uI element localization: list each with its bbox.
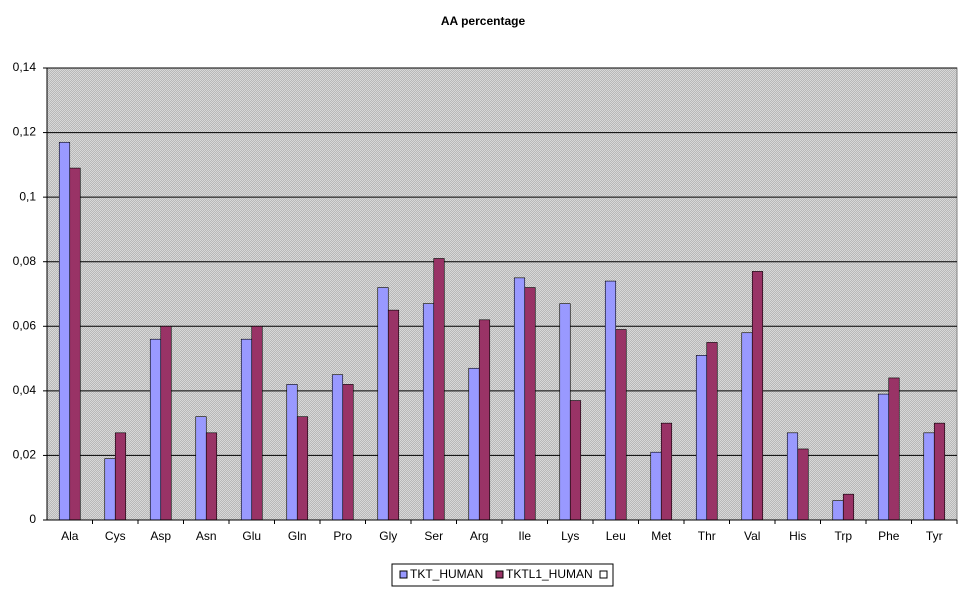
legend-label: TKT_HUMAN (410, 567, 483, 581)
bar (842, 493, 855, 521)
bar (387, 309, 400, 521)
x-tick-label: Pro (333, 529, 352, 543)
x-tick-label: Cys (105, 529, 126, 543)
x-tick-label: Val (744, 529, 760, 543)
bar (205, 432, 218, 521)
bar (58, 141, 71, 521)
bar (331, 374, 344, 521)
x-tick-label: Ala (61, 529, 79, 543)
x-tick-label: Arg (470, 529, 489, 543)
bar (695, 355, 708, 521)
legend-label: TKTL1_HUMAN (506, 567, 593, 581)
legend-empty-swatch (599, 570, 608, 579)
bar (422, 303, 435, 521)
bar (923, 432, 935, 521)
bar (286, 384, 298, 521)
bar (751, 271, 764, 521)
x-tick-label: Met (651, 529, 672, 543)
x-tick-label: Ile (518, 529, 531, 543)
bar (877, 393, 890, 521)
bar (888, 377, 900, 521)
bar (569, 400, 582, 521)
x-tick-label: Gly (379, 529, 397, 543)
x-tick-label: Asp (150, 529, 171, 543)
bar (524, 287, 536, 521)
x-tick-label: Trp (834, 529, 852, 543)
bar (114, 432, 127, 521)
x-tick-label: Thr (698, 529, 716, 543)
bar (706, 342, 718, 521)
x-tick-label: Gln (288, 529, 307, 543)
bar (786, 432, 799, 521)
x-tick-label: Lys (561, 529, 579, 543)
x-tick-label: Glu (242, 529, 261, 543)
bar (933, 422, 946, 521)
y-tick-label: 0,12 (13, 125, 37, 139)
bar (604, 280, 617, 521)
y-tick-label: 0,02 (13, 448, 37, 462)
bar (433, 258, 445, 521)
bar (741, 332, 753, 521)
bar (832, 500, 844, 521)
x-tick-label: His (789, 529, 806, 543)
x-tick-label: Asn (196, 529, 217, 543)
chart-title: AA percentage (441, 14, 526, 28)
x-tick-label: Phe (878, 529, 900, 543)
bar (797, 448, 809, 521)
y-tick-label: 0,08 (13, 254, 37, 268)
y-tick-label: 0,06 (13, 318, 37, 332)
bar (615, 329, 627, 521)
bar (513, 277, 526, 521)
bar (149, 338, 162, 521)
bar (240, 338, 253, 521)
bar (468, 367, 480, 521)
bar (104, 458, 116, 521)
x-tick-label: Ser (424, 529, 443, 543)
y-tick-label: 0 (29, 512, 36, 526)
y-tick-label: 0,1 (19, 189, 36, 203)
legend-swatch (399, 570, 408, 579)
legend-swatch (495, 570, 504, 579)
plot-area (46, 67, 958, 521)
bar (650, 451, 662, 521)
x-tick-label: Tyr (926, 529, 943, 543)
bar (342, 384, 354, 521)
y-tick-label: 0,04 (13, 383, 37, 397)
bar (160, 325, 172, 521)
bar (195, 416, 207, 521)
y-tick-label: 0,14 (13, 60, 37, 74)
bar (377, 287, 389, 521)
bar (478, 319, 491, 521)
bar (559, 303, 571, 521)
bar (251, 325, 263, 521)
bar (296, 416, 309, 521)
bar (660, 422, 673, 521)
x-tick-label: Leu (606, 529, 626, 543)
bar (69, 167, 81, 521)
